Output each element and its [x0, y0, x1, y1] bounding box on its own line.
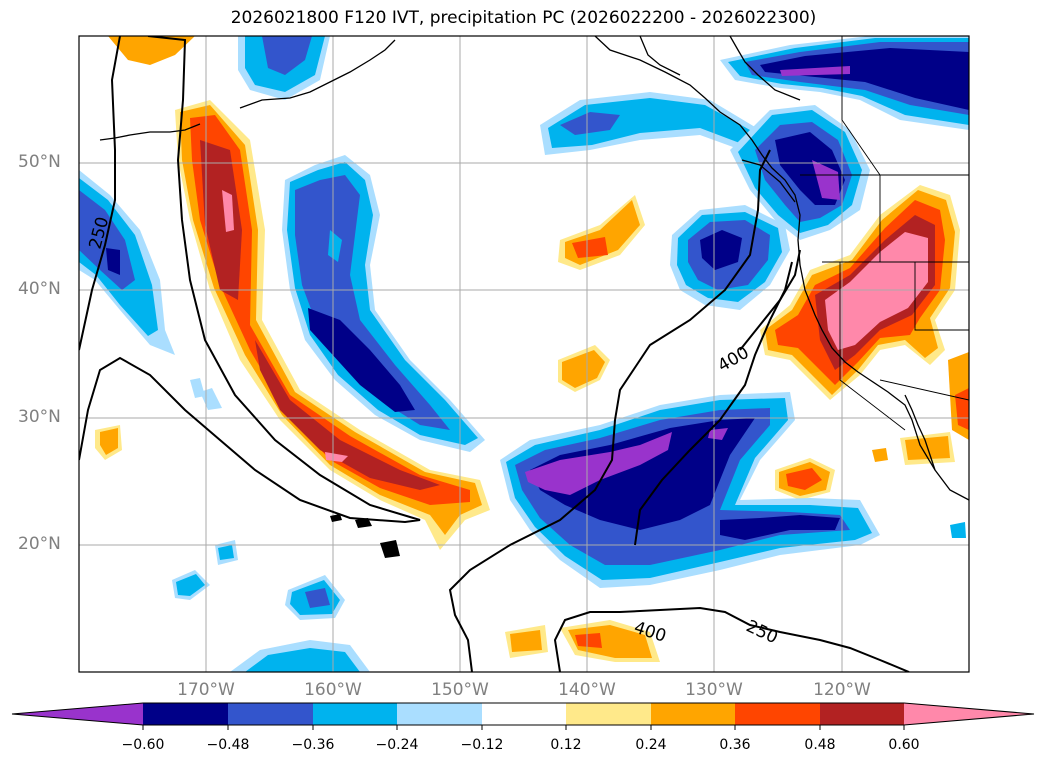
colorbar-tick-label: 0.48	[804, 737, 836, 753]
precip-negative-cyan-region	[950, 522, 966, 538]
precip-negative-cyan-region	[548, 98, 750, 148]
precip-positive-orange-region	[108, 36, 195, 65]
precip-positive-orangered-region	[575, 633, 602, 648]
precip-negative-navy-region	[700, 230, 742, 270]
precip-positive-orange-region	[568, 625, 652, 658]
lon-label: 120°W	[813, 680, 871, 700]
precip-negative-navy-region	[106, 248, 120, 275]
precip-positive-orange-region	[100, 428, 118, 455]
colorbar-tick-label: 0.12	[550, 737, 582, 753]
lat-label: 20°N	[18, 534, 61, 554]
precip-negative-purple-region	[812, 160, 840, 200]
ivt-contours	[79, 36, 910, 672]
precip-positive-orangered-region	[572, 237, 608, 258]
state-borders	[800, 36, 969, 431]
lon-label: 150°W	[431, 680, 489, 700]
colorbar-tick-label: 0.36	[719, 737, 751, 753]
precip-negative-purple-region	[780, 66, 850, 76]
precip-negative-navy-region	[720, 515, 840, 540]
precip-negative-navy-region	[308, 308, 415, 412]
colorbar-low-extension	[12, 703, 143, 725]
precip-negative-purple-region	[525, 432, 672, 495]
precip-negative-navy-region	[760, 48, 969, 110]
precip-positive-orangered-region	[955, 388, 969, 430]
hawaii-islands	[330, 514, 400, 558]
precip-negative-cyan-region	[218, 545, 234, 560]
precip-positive-darkred-region	[255, 340, 440, 490]
precip-positive-pink-region	[222, 190, 234, 232]
map-title: 2026021800 F120 IVT, precipitation PC (2…	[230, 8, 817, 28]
colorbar-tick-label: −0.36	[291, 737, 335, 753]
colorbar-segment	[566, 703, 651, 725]
precip-negative-cyan-region	[176, 574, 205, 596]
colorbar-segment	[313, 703, 397, 725]
lon-label: 140°W	[558, 680, 616, 700]
precip-negative-purple-region	[708, 428, 728, 440]
colorbar-segment	[397, 703, 482, 725]
colorbar-tick-label: 0.60	[888, 737, 920, 753]
precip-negative-cyan-region	[245, 648, 360, 672]
lon-label: 130°W	[685, 680, 743, 700]
precip-negative-lightblue-region	[200, 388, 222, 410]
colorbar-tick-label: −0.48	[206, 737, 250, 753]
lat-label: 50°N	[18, 152, 61, 172]
precip-positive-pink-region	[825, 232, 928, 350]
lon-label: 160°W	[304, 680, 362, 700]
map-frame	[78, 35, 970, 673]
colorbar-segment	[735, 703, 820, 725]
colorbar-high-extension	[904, 703, 1034, 725]
lat-label: 40°N	[18, 279, 61, 299]
precip-positive-darkred-region	[200, 140, 242, 300]
precip-positive-orange-region	[872, 448, 888, 462]
colorbar	[11, 702, 1035, 730]
precip-positive-orange-region	[562, 350, 605, 388]
contour-label: 250	[743, 616, 781, 648]
map-gridlines	[79, 36, 969, 672]
colorbar-tick-label: −0.60	[121, 737, 165, 753]
colorbar-segment	[651, 703, 735, 725]
precip-negative-navy-region	[530, 418, 755, 530]
colorbar-tick-label: −0.12	[460, 737, 504, 753]
lon-label: 170°W	[177, 680, 235, 700]
colorbar-tick-label: −0.24	[375, 737, 419, 753]
precip-negative-blue-region	[560, 112, 620, 135]
colorbar-tick-label: 0.24	[635, 737, 667, 753]
contour-label: 400	[715, 343, 753, 377]
precip-positive-orangered-region	[786, 468, 822, 490]
lat-label: 30°N	[18, 407, 61, 427]
precip-positive-pink-region	[325, 452, 348, 462]
precip-negative-blue-region	[305, 588, 330, 608]
colorbar-segment	[482, 703, 566, 725]
colorbar-segment	[820, 703, 904, 725]
colorbar-segment	[143, 703, 228, 725]
colorbar-segment	[228, 703, 313, 725]
precip-positive-orange-region	[510, 630, 542, 652]
precip-negative-blue-region	[262, 36, 312, 75]
precip-negative-cyan-region	[328, 230, 342, 262]
